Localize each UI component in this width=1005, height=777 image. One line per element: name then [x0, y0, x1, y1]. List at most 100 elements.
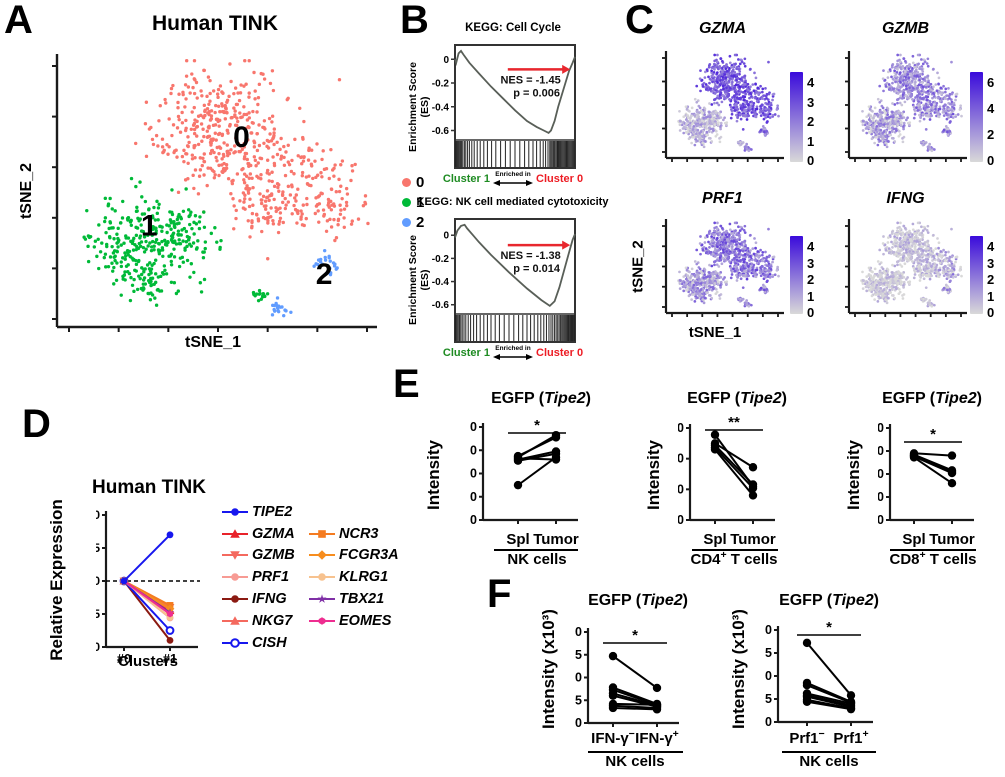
cluster-number-label: 2 — [316, 258, 333, 291]
paired-ytick: 2.0 — [575, 625, 582, 639]
gsea-ytick: -0.2 — [432, 79, 450, 90]
panel-a-ylabel: tSNE_2 — [18, 162, 35, 220]
gsea-cell-cycle-plot: 0 -0.2 -0.4 -0.6 NES = -1.45p = 0.006 — [432, 44, 576, 169]
legend-dot-icon — [402, 218, 411, 227]
panel-c-ylabel: tSNE_2 — [629, 240, 647, 293]
data-point — [748, 483, 758, 493]
significance-label: ** — [728, 415, 740, 431]
tsne-plot: 0 1 2 — [52, 54, 377, 332]
d-xtick: #0 — [117, 651, 131, 663]
paired-ytick: 8000 — [470, 467, 477, 481]
gene-marker-icon — [222, 551, 248, 561]
gsea-nk-left-group: Cluster 1 — [442, 347, 490, 360]
data-point — [802, 681, 812, 690]
egfp-prf1-ylabel: Intensity (x10³) — [729, 609, 748, 729]
gene-legend-item: IFNG — [222, 588, 295, 610]
gsea-nes-label: NES = -1.45 — [500, 74, 560, 86]
d-ytick: 1.5 — [96, 541, 100, 555]
category-label: IFN-γ+ — [635, 728, 679, 747]
feature-points — [860, 221, 963, 308]
enriched-in-arrow: Enriched in — [493, 171, 533, 187]
colorbar-tick: 2 — [807, 114, 815, 129]
data-point — [846, 691, 856, 700]
legend-label: 1 — [416, 194, 425, 211]
data-point — [909, 453, 919, 462]
significance-label: * — [632, 627, 638, 644]
gene-marker-icon — [222, 528, 248, 538]
colorbar-tick: 4 — [807, 75, 815, 90]
significance-label: * — [826, 619, 832, 636]
paired-ytick: 1.5 — [575, 648, 582, 662]
egfp-ifng-plot: 2.0 1.5 1.0 0.5 0.0 * — [575, 625, 679, 730]
category-label: Tumor — [730, 531, 776, 548]
data-point — [710, 430, 720, 439]
gene-legend-item: FCGR3A — [309, 545, 399, 567]
egfp-nk-title: EGFP (Tipe2) — [491, 390, 591, 407]
gsea-ytick: -0.4 — [432, 277, 450, 288]
group-underline — [588, 751, 683, 753]
legend-label: 2 — [416, 214, 425, 231]
gsea-nk-cytotoxicity-plot: 0 -0.2 -0.4 -0.6 NES = -1.38p = 0.014 — [432, 218, 576, 343]
paired-ytick: 1.5 — [765, 646, 772, 660]
feature-prf1-title: PRF1 — [702, 190, 743, 207]
feature-gzmb-title: GZMB — [881, 20, 930, 37]
paired-ytick: 5000 — [678, 482, 684, 496]
cluster-legend: 0 1 2 — [402, 174, 424, 231]
category-label: Spl — [902, 531, 926, 548]
group-label: NK cells — [507, 551, 567, 568]
egfp-cd4-ylabel: Intensity — [644, 440, 663, 510]
data-point — [748, 491, 758, 500]
category-label: Prf1− — [789, 728, 825, 747]
egfp-nk-ylabel: Intensity — [424, 440, 443, 510]
gene-legend-label: KLRG1 — [339, 569, 389, 586]
colorbar-tick: 6 — [987, 75, 995, 90]
gene-marker-icon — [309, 529, 335, 538]
colorbar-tick: 2 — [807, 272, 815, 287]
panel-d-ylabel: Relative Expression — [47, 499, 66, 661]
gene-legend-item: CISH — [222, 632, 295, 654]
legend-item: 1 — [402, 194, 424, 211]
panel-a-xlabel: tSNE_1 — [184, 334, 242, 351]
feature-plot-gzmb — [845, 51, 967, 162]
feature-points — [677, 53, 780, 153]
gsea-cc-left-group: Cluster 1 — [442, 173, 490, 186]
data-point — [846, 704, 856, 714]
gene-marker-icon — [222, 637, 248, 648]
gene-marker-icon — [309, 594, 335, 603]
tsne-points — [82, 58, 370, 318]
category-label: IFN-γ− — [591, 728, 635, 747]
gsea-ytick: -0.6 — [432, 126, 450, 137]
egfp-cd4-plot: 15000 10000 5000 0 ** — [678, 415, 775, 527]
gene-legend-item: NCR3 — [309, 523, 399, 545]
legend-label: 0 — [416, 174, 425, 191]
colorbar-ifng — [970, 236, 983, 314]
d-ytick: 1.0 — [96, 574, 100, 588]
colorbar-tick: 1 — [987, 288, 995, 304]
group-underline — [494, 549, 578, 551]
feature-points — [677, 221, 780, 308]
group-underline — [890, 549, 976, 551]
data-point — [513, 454, 523, 463]
data-point — [608, 703, 618, 713]
gsea-ytick: -0.2 — [432, 254, 450, 265]
colorbar-tick: 2 — [987, 272, 995, 287]
gene-legend-item: TIPE2 — [222, 501, 295, 523]
gene-legend-item: NKG7 — [222, 610, 295, 632]
d-ytick: 0.0 — [96, 640, 100, 654]
category-label: Tumor — [929, 531, 975, 548]
egfp-ifng-title: EGFP (Tipe2) — [588, 592, 688, 609]
colorbar-tick: 0 — [987, 153, 995, 168]
category-label: Prf1+ — [833, 728, 869, 747]
data-point — [947, 451, 957, 460]
enriched-in-arrow: Enriched in — [493, 345, 533, 361]
colorbar-tick: 1 — [807, 133, 815, 149]
paired-ytick: 20000 — [878, 421, 884, 435]
egfp-cd8-plot: 20000 15000 10000 5000 0 * — [878, 421, 974, 527]
data-point — [652, 705, 662, 714]
gene-marker-icon — [309, 617, 335, 625]
gsea-ytick: -0.6 — [432, 300, 450, 311]
group-underline — [692, 549, 778, 551]
cluster-number-label: 1 — [141, 210, 158, 243]
data-point — [608, 651, 618, 661]
